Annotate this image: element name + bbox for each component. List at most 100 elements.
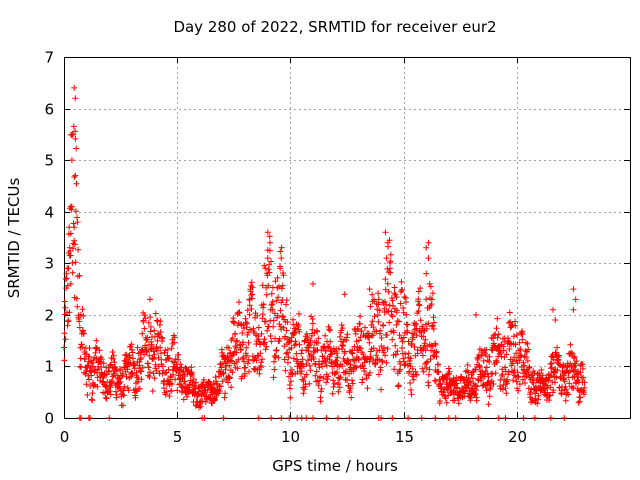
data-point — [72, 128, 79, 135]
data-point — [544, 385, 551, 391]
data-point — [519, 336, 526, 343]
data-point — [445, 415, 452, 421]
data-point — [103, 395, 110, 402]
data-point — [298, 368, 305, 375]
data-point — [98, 356, 105, 363]
data-point — [494, 359, 501, 366]
data-point — [87, 415, 93, 421]
data-point — [415, 288, 422, 295]
data-point — [278, 285, 285, 292]
y-tick-label: 3 — [44, 255, 54, 273]
data-point — [426, 280, 433, 287]
data-point — [464, 362, 471, 368]
data-point — [216, 368, 223, 375]
data-point — [578, 374, 585, 381]
data-point — [355, 326, 361, 333]
data-point — [283, 350, 290, 357]
data-point — [277, 248, 284, 255]
data-point — [310, 280, 316, 287]
data-point — [127, 359, 134, 366]
data-point — [413, 371, 420, 378]
data-point — [472, 366, 479, 373]
data-point — [383, 255, 390, 262]
data-point — [282, 367, 289, 374]
data-point — [516, 357, 523, 364]
data-point — [406, 358, 413, 364]
data-point — [337, 333, 343, 340]
data-point — [286, 373, 292, 380]
data-point — [168, 387, 175, 394]
data-point — [422, 347, 429, 354]
data-point — [369, 318, 376, 325]
data-point — [154, 347, 161, 354]
data-point — [243, 352, 250, 359]
data-point — [330, 384, 337, 390]
data-point — [572, 296, 579, 303]
data-point — [96, 347, 103, 354]
data-point — [387, 251, 394, 258]
data-point — [332, 370, 339, 377]
x-axis-label: GPS time / hours — [272, 457, 398, 475]
data-point — [519, 331, 526, 338]
data-point — [373, 352, 380, 359]
data-point — [128, 369, 135, 376]
data-point — [66, 309, 73, 316]
data-point — [228, 384, 235, 391]
data-point — [356, 337, 362, 344]
data-point — [310, 355, 317, 362]
data-point — [366, 358, 373, 365]
data-point — [524, 340, 531, 347]
data-point — [166, 355, 173, 361]
data-point — [550, 306, 556, 313]
data-point — [397, 366, 404, 373]
data-point — [384, 345, 391, 352]
data-point — [312, 372, 319, 379]
data-point — [385, 308, 392, 314]
data-point — [129, 349, 136, 356]
data-point — [220, 370, 227, 377]
data-point — [222, 390, 229, 397]
data-point — [256, 366, 263, 373]
data-point — [61, 330, 68, 337]
data-point — [367, 303, 374, 310]
data-point — [257, 350, 264, 357]
data-point — [71, 174, 78, 180]
data-point — [263, 343, 270, 350]
data-point — [495, 331, 502, 338]
data-point — [561, 372, 568, 379]
data-point — [486, 353, 493, 360]
data-point — [268, 290, 275, 297]
data-point — [256, 338, 263, 345]
y-tick-label: 7 — [44, 49, 54, 67]
data-point — [357, 313, 364, 320]
data-point — [227, 357, 234, 364]
data-point — [241, 358, 248, 365]
data-point — [164, 346, 171, 353]
data-point — [109, 378, 116, 384]
data-point — [440, 389, 447, 396]
data-point — [196, 404, 202, 411]
data-point — [64, 322, 71, 329]
data-point — [229, 335, 236, 342]
data-point — [177, 361, 184, 368]
data-point — [293, 341, 299, 348]
data-point — [325, 373, 332, 380]
data-point — [511, 372, 518, 379]
data-point — [361, 368, 368, 374]
data-point — [269, 306, 276, 313]
data-point — [74, 219, 81, 226]
data-point — [335, 388, 342, 395]
data-point — [580, 374, 587, 381]
data-point — [405, 338, 412, 345]
data-point — [307, 341, 314, 348]
data-point — [525, 371, 532, 378]
data-point — [72, 259, 79, 266]
data-point — [395, 383, 402, 390]
data-point — [473, 311, 479, 318]
data-point — [288, 345, 295, 351]
data-point — [100, 360, 107, 367]
data-point — [190, 376, 197, 383]
data-point — [136, 362, 143, 369]
data-point — [473, 387, 480, 393]
